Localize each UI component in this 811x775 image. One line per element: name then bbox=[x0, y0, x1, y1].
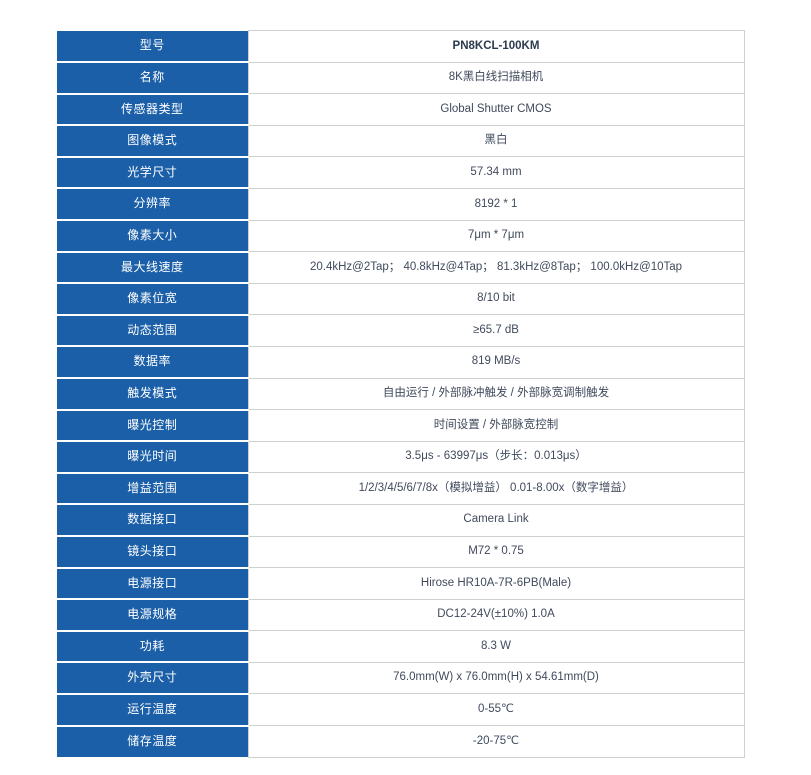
table-row: 名称 8K黑白线扫描相机 bbox=[57, 61, 745, 95]
spec-value-cell: 0-55℃ bbox=[247, 693, 745, 727]
table-row: 动态范围 ≥65.7 dB bbox=[57, 313, 745, 348]
spec-label-cell: 镜头接口 bbox=[57, 535, 248, 569]
spec-label-cell: 曝光控制 bbox=[57, 408, 248, 443]
table-row: 外壳尺寸 76.0mm(W) x 76.0mm(H) x 54.61mm(D) bbox=[57, 661, 745, 695]
spec-label-cell: 运行温度 bbox=[57, 692, 248, 727]
spec-value-cell: 7μm * 7μm bbox=[247, 219, 745, 253]
table-row: 数据率 819 MB/s bbox=[57, 345, 745, 380]
table-row: 增益范围 1/2/3/4/5/6/7/8x（模拟增益） 0.01-8.00x（数字… bbox=[57, 471, 745, 506]
table-row: 曝光时间 3.5μs - 63997μs（步长：0.013μs） bbox=[57, 440, 745, 474]
spec-label-cell: 触发模式 bbox=[57, 377, 248, 411]
spec-value-cell: Global Shutter CMOS bbox=[247, 93, 745, 126]
spec-label-cell: 型号 bbox=[57, 30, 248, 64]
spec-label-cell: 外壳尺寸 bbox=[57, 661, 248, 695]
spec-label-cell: 分辨率 bbox=[57, 187, 248, 222]
spec-label-cell: 储存温度 bbox=[57, 724, 248, 758]
spec-value-cell: Hirose HR10A-7R-6PB(Male) bbox=[247, 567, 745, 600]
specification-table: 型号 PN8KCL-100KM 名称 8K黑白线扫描相机 传感器类型 Global Shu… bbox=[57, 30, 745, 758]
spec-label-cell: 像素位宽 bbox=[57, 282, 248, 316]
spec-value-cell: PN8KCL-100KM bbox=[247, 30, 745, 63]
table-row: 数据接口 Camera Link bbox=[57, 503, 745, 537]
table-row: 图像模式 黑白 bbox=[57, 124, 745, 158]
spec-value-cell: 76.0mm(W) x 76.0mm(H) x 54.61mm(D) bbox=[247, 661, 745, 695]
table-row: 传感器类型 Global Shutter CMOS bbox=[57, 92, 745, 127]
spec-label-cell: 数据率 bbox=[57, 345, 248, 380]
spec-label-cell: 传感器类型 bbox=[57, 92, 248, 127]
table-row: 镜头接口 M72 * 0.75 bbox=[57, 535, 745, 569]
spec-label-cell: 光学尺寸 bbox=[57, 155, 248, 190]
spec-label-cell: 电源规格 bbox=[57, 598, 248, 632]
table-row: 像素位宽 8/10 bit bbox=[57, 282, 745, 316]
table-row: 功耗 8.3 W bbox=[57, 629, 745, 664]
spec-value-cell: 8192 * 1 bbox=[247, 187, 745, 221]
spec-value-cell: ≥65.7 dB bbox=[247, 314, 745, 347]
table-row: 最大线速度 20.4kHz@2Tap； 40.8kHz@4Tap； 81.3kHz… bbox=[57, 250, 745, 285]
spec-label-cell: 电源接口 bbox=[57, 566, 248, 601]
table-row: 运行温度 0-55℃ bbox=[57, 692, 745, 727]
spec-label-cell: 增益范围 bbox=[57, 471, 248, 506]
table-row: 曝光控制 时间设置 / 外部脉宽控制 bbox=[57, 408, 745, 443]
spec-value-cell: 1/2/3/4/5/6/7/8x（模拟增益） 0.01-8.00x（数字增益） bbox=[247, 472, 745, 505]
spec-label-cell: 图像模式 bbox=[57, 124, 248, 158]
spec-value-cell: M72 * 0.75 bbox=[247, 535, 745, 569]
table-row: 触发模式 自由运行 / 外部脉冲触发 / 外部脉宽调制触发 bbox=[57, 377, 745, 411]
spec-label-cell: 动态范围 bbox=[57, 313, 248, 348]
spec-value-cell: 20.4kHz@2Tap； 40.8kHz@4Tap； 81.3kHz@8Tap… bbox=[247, 251, 745, 284]
table-row: 电源接口 Hirose HR10A-7R-6PB(Male) bbox=[57, 566, 745, 601]
specification-table-container: 型号 PN8KCL-100KM 名称 8K黑白线扫描相机 传感器类型 Global Shu… bbox=[57, 30, 745, 758]
spec-value-cell: 8/10 bit bbox=[247, 282, 745, 316]
table-row: 像素大小 7μm * 7μm bbox=[57, 219, 745, 253]
spec-value-cell: -20-75℃ bbox=[247, 725, 745, 758]
spec-value-cell: 自由运行 / 外部脉冲触发 / 外部脉宽调制触发 bbox=[247, 377, 745, 411]
specification-table-body: 型号 PN8KCL-100KM 名称 8K黑白线扫描相机 传感器类型 Global Shu… bbox=[57, 30, 745, 758]
spec-label-cell: 数据接口 bbox=[57, 503, 248, 537]
spec-value-cell: 3.5μs - 63997μs（步长：0.013μs） bbox=[247, 440, 745, 474]
spec-label-cell: 像素大小 bbox=[57, 219, 248, 253]
spec-value-cell: 819 MB/s bbox=[247, 345, 745, 379]
spec-value-cell: DC12-24V(±10%) 1.0A bbox=[247, 598, 745, 632]
table-row: 型号 PN8KCL-100KM bbox=[57, 30, 745, 64]
spec-label-cell: 名称 bbox=[57, 61, 248, 95]
spec-value-cell: 时间设置 / 外部脉宽控制 bbox=[247, 409, 745, 442]
spec-label-cell: 功耗 bbox=[57, 629, 248, 664]
spec-value-cell: 57.34 mm bbox=[247, 156, 745, 189]
table-row: 光学尺寸 57.34 mm bbox=[57, 155, 745, 190]
table-row: 电源规格 DC12-24V(±10%) 1.0A bbox=[57, 598, 745, 632]
spec-label-cell: 曝光时间 bbox=[57, 440, 248, 474]
spec-value-cell: 8K黑白线扫描相机 bbox=[247, 61, 745, 95]
table-row: 分辨率 8192 * 1 bbox=[57, 187, 745, 222]
spec-value-cell: 黑白 bbox=[247, 124, 745, 158]
table-row: 储存温度 -20-75℃ bbox=[57, 724, 745, 758]
spec-label-cell: 最大线速度 bbox=[57, 250, 248, 285]
spec-value-cell: Camera Link bbox=[247, 503, 745, 537]
spec-value-cell: 8.3 W bbox=[247, 630, 745, 663]
